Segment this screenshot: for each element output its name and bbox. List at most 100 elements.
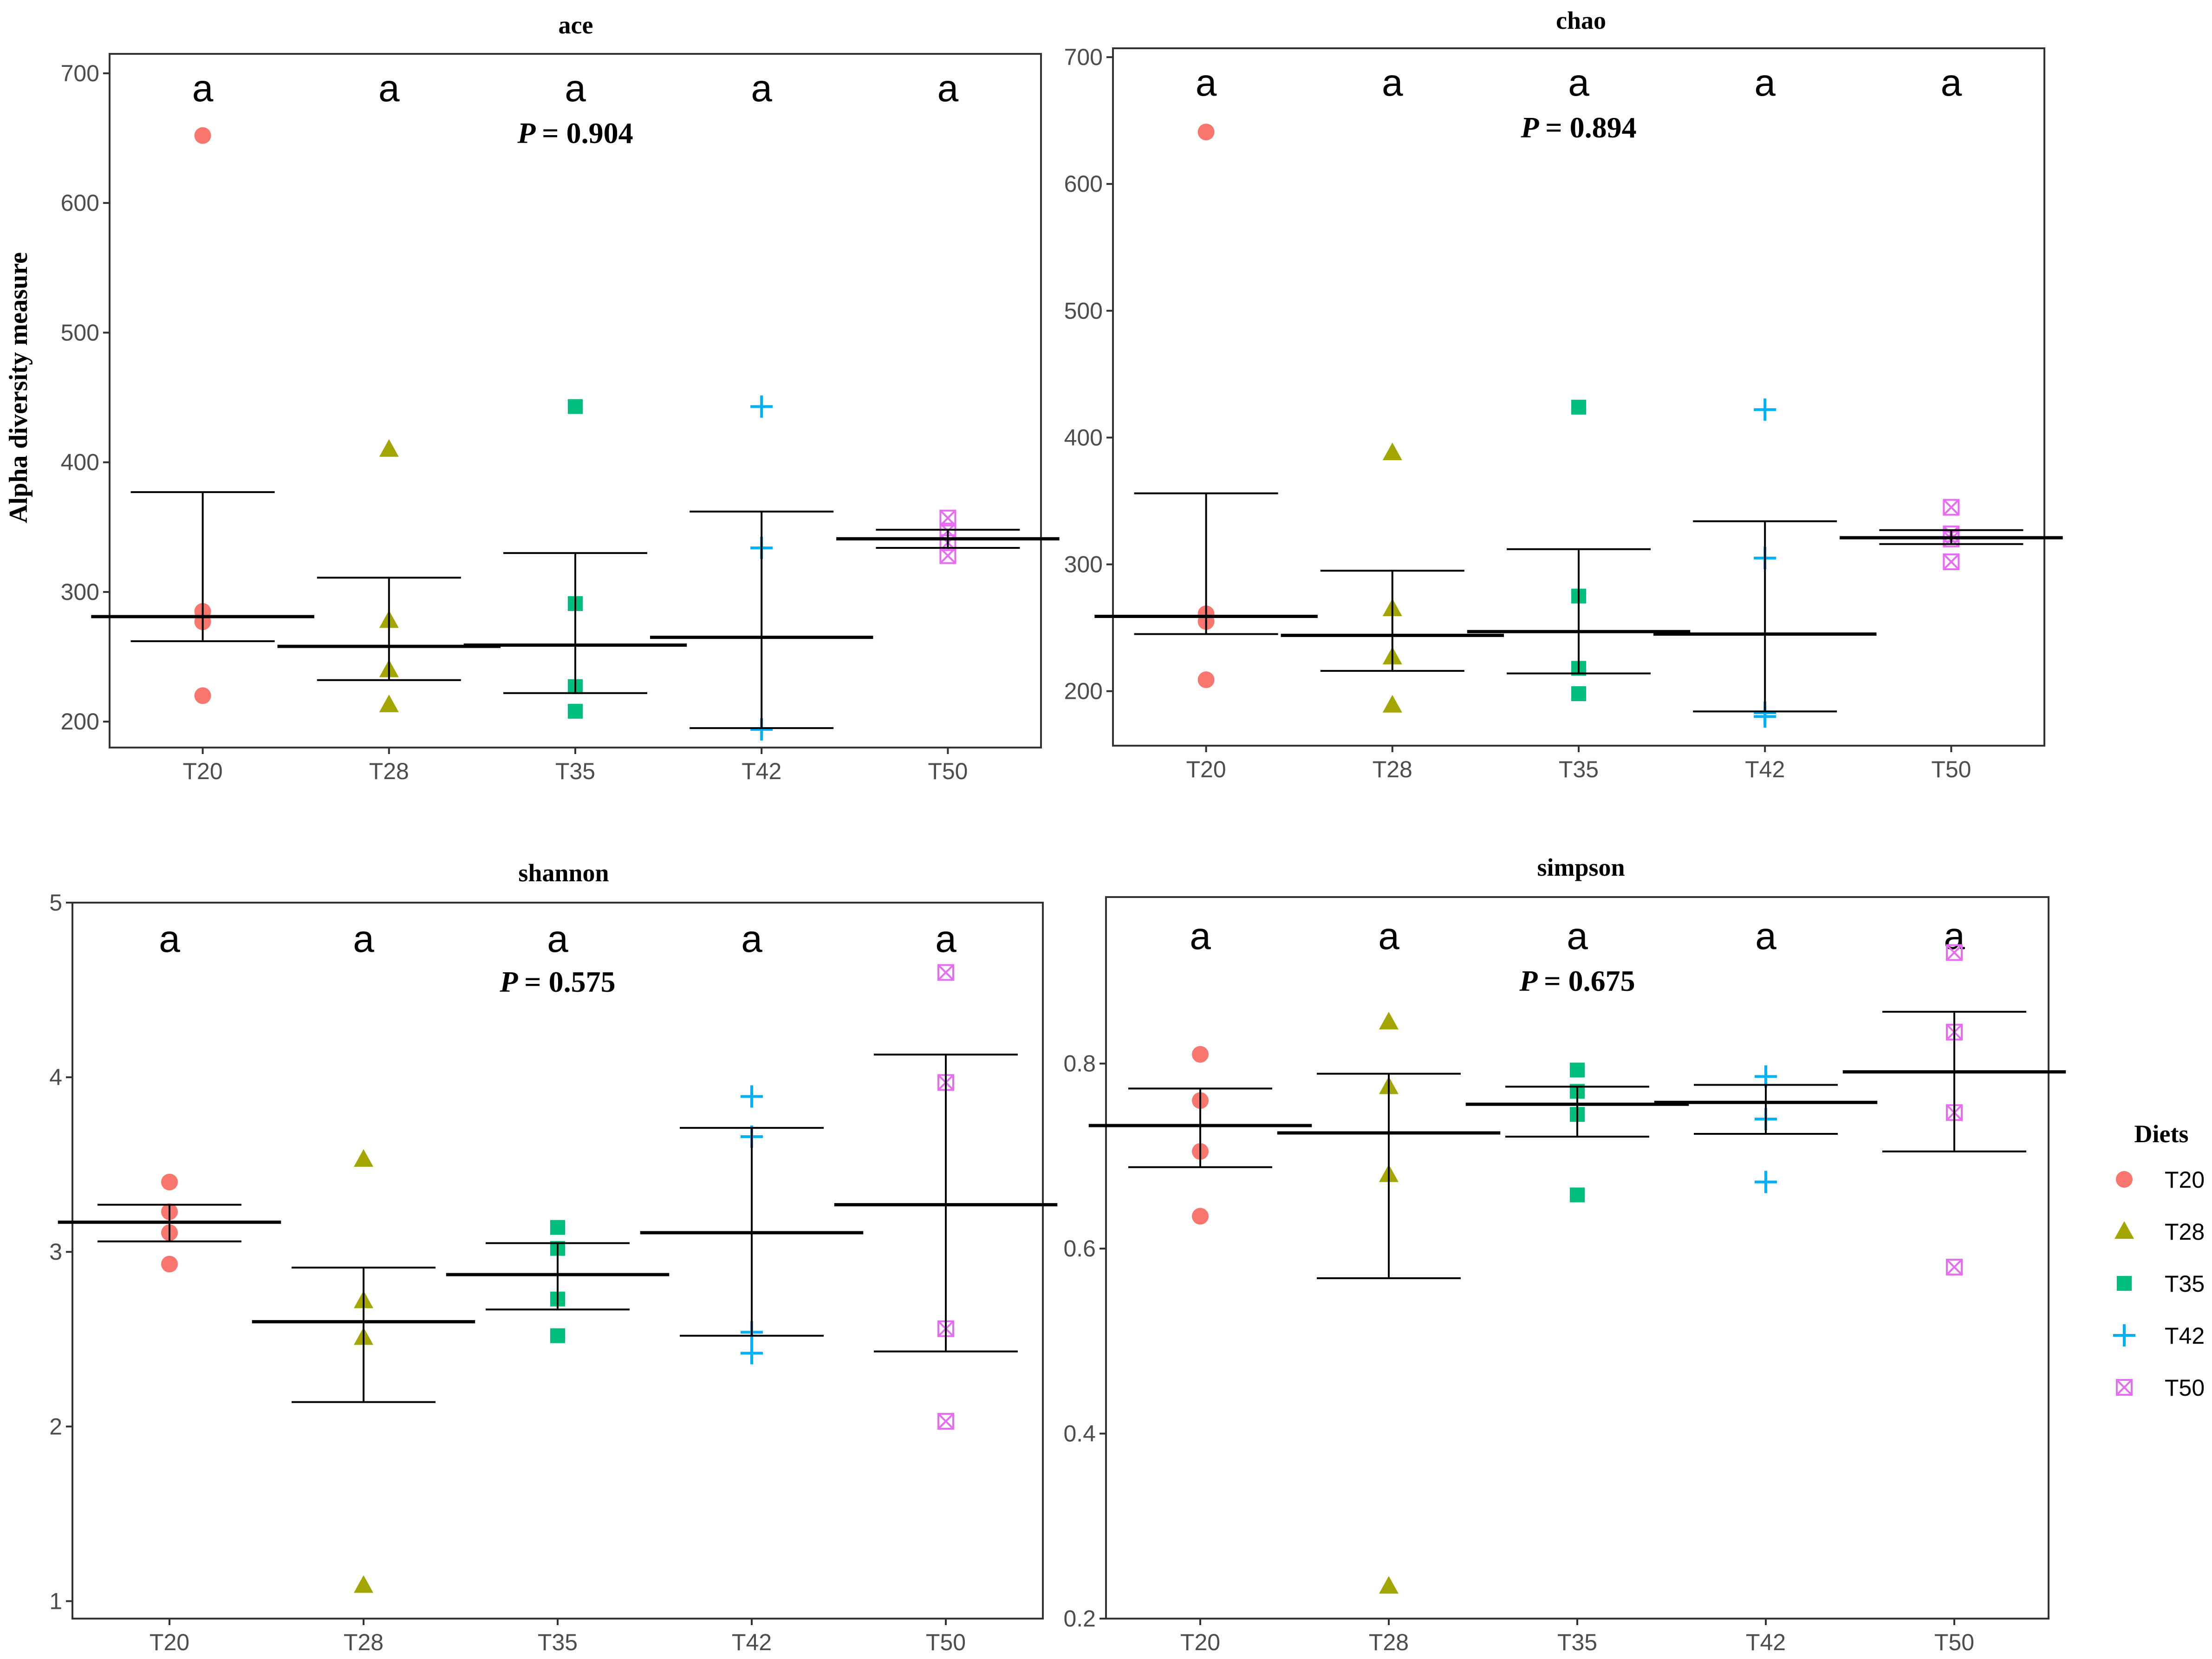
error-bar-T50 [1840,529,2063,545]
significance-letter: a [1378,915,1399,957]
error-bar-T42 [1653,520,1877,713]
error-bar-T20 [91,491,314,643]
panel-title: shannon [518,859,609,887]
y-tick-label: 0.4 [1063,1421,1096,1447]
p-value: P = 0.675 [1519,964,1635,997]
marker-box [2116,1379,2133,1396]
marker-square [1571,686,1586,702]
error-bar-T35 [1465,1086,1689,1138]
legend-item-T28: T28 [2114,1219,2205,1245]
marker-cross-b [937,964,954,981]
p-value: P = 0.894 [1520,111,1636,144]
data-point-T20 [1197,124,1215,141]
data-point-T50 [1946,944,1963,961]
significance-letter: a [565,67,586,110]
panel-title: simpson [1537,853,1625,881]
marker-box [937,1413,954,1430]
legend-title: Diets [2134,1120,2189,1148]
marker-square [1570,1062,1585,1078]
error-bar-T28 [252,1267,475,1403]
y-tick-label: 300 [1064,551,1103,577]
error-bar-T42 [640,1127,864,1337]
marker-cross-b [939,547,956,564]
error-bar-T50 [834,1054,1058,1353]
data-point-T20 [1192,1046,1209,1063]
x-tick-label: T50 [928,758,968,784]
data-point-T28 [354,1575,373,1593]
y-tick-label: 600 [61,190,99,216]
marker-triangle [1379,1011,1399,1029]
plot-frame [1105,896,2049,1620]
x-tick-label: T42 [1746,1629,1786,1655]
marker-box [1943,499,1960,516]
data-point-T35 [568,399,583,414]
data-point-T50 [1946,1258,1963,1275]
x-tick-label: T28 [369,758,409,784]
data-point-T28 [1382,695,1402,713]
significance-letter: a [1568,62,1589,104]
p-value-symbol: P [499,965,524,998]
error-bar-T35 [1467,548,1691,675]
significance-letter: a [192,67,214,110]
p-value-number: = 0.904 [542,117,633,150]
significance-letter: a [547,918,568,960]
marker-square [2117,1276,2132,1291]
legend-label: T42 [2165,1323,2205,1349]
y-tick-label: 0.8 [1063,1051,1096,1077]
marker-triangle [1379,1576,1399,1594]
data-point-T28 [379,439,399,457]
legend-item-T42: T42 [2113,1323,2205,1349]
marker-triangle [354,1149,373,1167]
error-bar-T35 [446,1242,670,1311]
y-tick-label: 3 [49,1239,62,1265]
legend: Diets T20 T28 T35 T42 T50 [2113,1120,2205,1401]
x-tick-label: T28 [1369,1629,1409,1655]
marker-circle [1192,1208,1209,1225]
marker-triangle [1382,442,1402,461]
marker-circle [1192,1046,1209,1063]
marker-square [568,399,583,414]
data-point-T35 [550,1220,565,1235]
x-tick-label: T42 [1745,756,1785,782]
marker-triangle [379,439,399,457]
marker-box [1943,553,1960,571]
y-axis-label: Alpha diversity measure [4,252,33,523]
marker-cross-b [1943,553,1959,570]
data-point-T50 [1943,553,1960,571]
x-tick-label: T50 [926,1629,966,1655]
data-point-T28 [354,1149,373,1167]
error-bar-T20 [1088,1087,1312,1168]
legend-key [2117,1276,2132,1291]
data-point-T35 [550,1328,565,1343]
legend-label: T35 [2165,1271,2205,1297]
data-point-T35 [1570,1062,1585,1078]
data-point-T20 [194,687,211,704]
marker-square [1570,1187,1585,1203]
y-tick-label: 400 [61,449,99,475]
marker-circle [161,1173,178,1191]
marker-square [550,1328,565,1343]
data-point-T42 [1754,398,1776,421]
error-bar-T42 [650,510,873,729]
legend-item-T35: T35 [2117,1271,2205,1297]
y-tick-label: 200 [1064,678,1103,704]
data-point-T42 [1755,1171,1777,1193]
significance-letter: a [1754,62,1776,104]
x-tick-label: T20 [1180,1629,1220,1655]
legend-label: T28 [2165,1219,2205,1245]
data-point-T35 [1571,686,1586,702]
significance-letter: a [1567,915,1588,957]
data-point-T28 [1382,442,1402,461]
marker-box [1946,944,1963,961]
error-bar-T28 [1277,1073,1501,1279]
x-tick-label: T20 [150,1629,189,1655]
y-tick-label: 1 [49,1588,62,1614]
legend-key [2113,1324,2135,1347]
error-bar-T50 [1842,1011,2066,1152]
marker-triangle [379,694,399,712]
x-tick-label: T35 [538,1629,578,1655]
p-value: P = 0.575 [499,965,615,998]
data-point-T35 [1570,1187,1585,1203]
marker-triangle [1382,695,1402,713]
